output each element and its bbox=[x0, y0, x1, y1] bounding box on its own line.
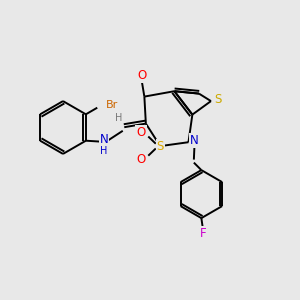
Text: O: O bbox=[136, 153, 146, 166]
Text: Br: Br bbox=[106, 100, 118, 110]
Text: H: H bbox=[115, 112, 123, 123]
Text: S: S bbox=[214, 93, 221, 106]
Text: S: S bbox=[157, 140, 164, 153]
Text: O: O bbox=[136, 126, 146, 140]
Text: H: H bbox=[100, 146, 108, 156]
Text: N: N bbox=[190, 134, 198, 147]
Text: N: N bbox=[100, 133, 108, 146]
Text: F: F bbox=[200, 226, 206, 240]
Text: O: O bbox=[137, 69, 147, 82]
